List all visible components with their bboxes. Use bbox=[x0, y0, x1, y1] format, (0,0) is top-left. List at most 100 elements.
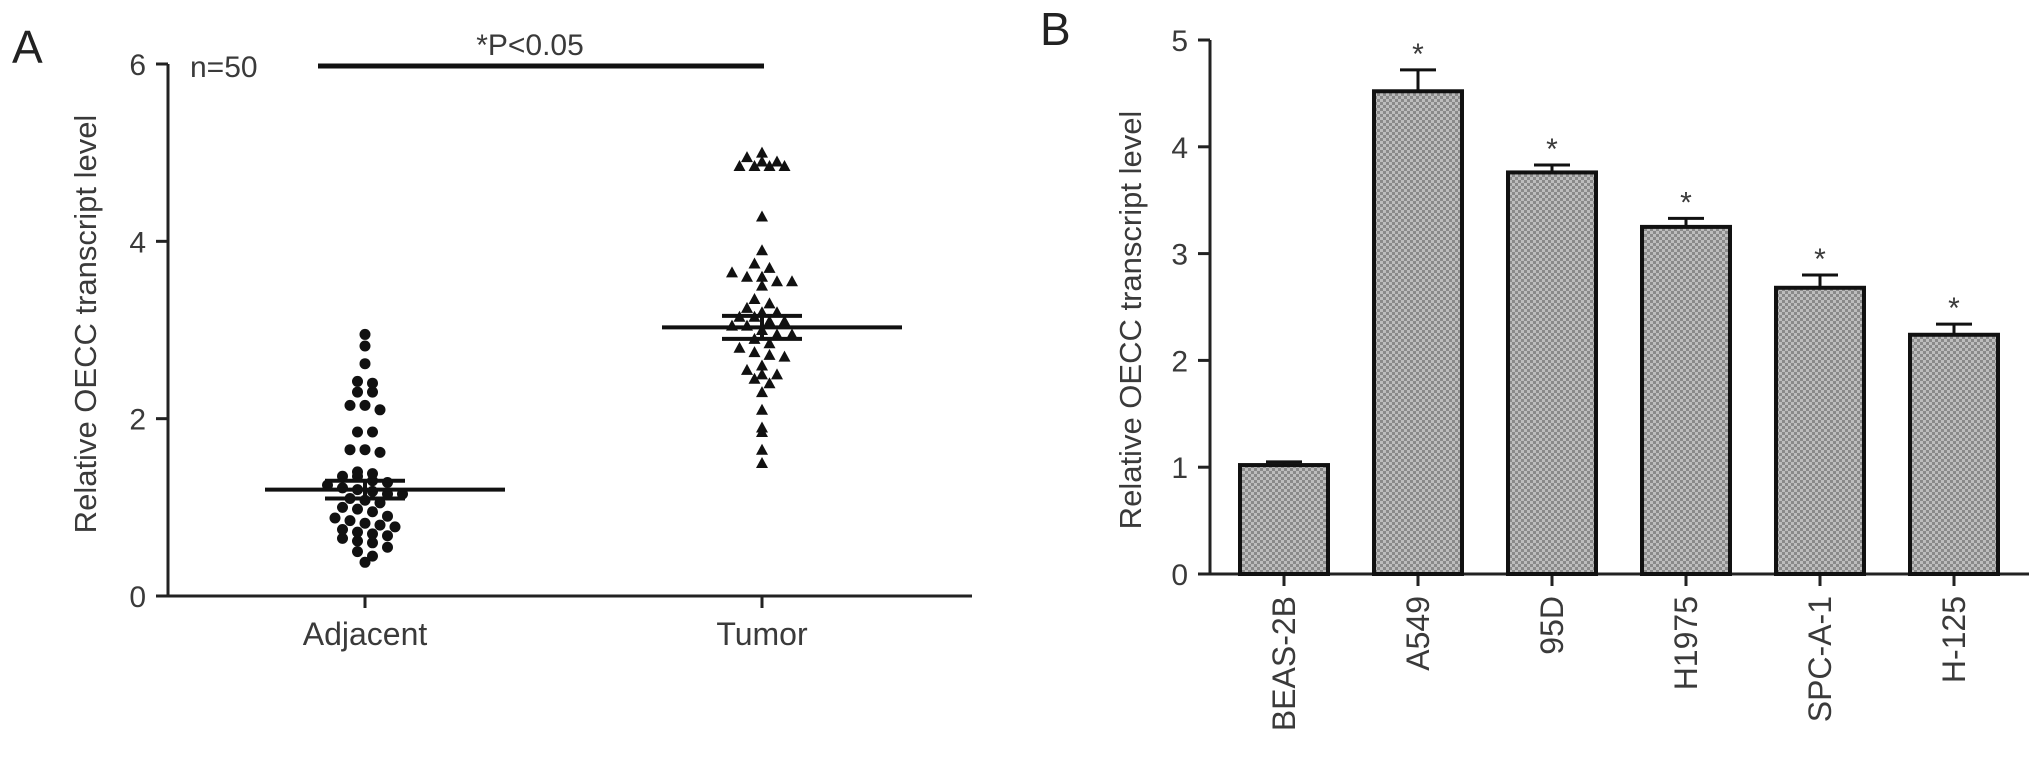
data-point bbox=[367, 550, 378, 562]
data-point bbox=[359, 517, 371, 529]
data-point bbox=[359, 340, 371, 352]
x-category-label: BEAS-2B bbox=[1266, 596, 1302, 731]
data-point bbox=[344, 399, 356, 411]
data-point bbox=[763, 159, 776, 171]
data-point bbox=[367, 537, 378, 549]
data-point bbox=[763, 337, 776, 349]
data-point bbox=[352, 535, 363, 547]
data-point bbox=[771, 368, 783, 380]
data-point bbox=[733, 341, 746, 353]
data-point bbox=[748, 372, 761, 384]
bar bbox=[1238, 463, 1330, 576]
y-tick-label: 4 bbox=[1171, 132, 1188, 165]
data-point bbox=[763, 297, 776, 309]
x-category-label: H-125 bbox=[1936, 596, 1972, 683]
y-tick-label: 5 bbox=[1171, 25, 1188, 58]
data-point bbox=[756, 146, 768, 158]
x-category-label: SPC-A-1 bbox=[1802, 596, 1838, 722]
x-category-label: 95D bbox=[1534, 596, 1570, 655]
data-point bbox=[374, 404, 386, 416]
data-point bbox=[756, 403, 768, 415]
data-point bbox=[733, 159, 746, 171]
data-point bbox=[352, 426, 363, 438]
data-point bbox=[771, 328, 783, 340]
data-point bbox=[352, 526, 363, 538]
data-point bbox=[374, 519, 386, 531]
data-point bbox=[367, 528, 378, 540]
panel-b-bar-chart: B Relative OECC transcript level 0 1 2 3 4 5 B… bbox=[1040, 3, 2029, 731]
y-tick-label: 4 bbox=[129, 226, 146, 259]
data-point bbox=[741, 363, 753, 375]
data-point bbox=[748, 346, 761, 358]
data-point bbox=[359, 556, 371, 568]
y-tick-label: 0 bbox=[1171, 559, 1188, 592]
data-point bbox=[367, 468, 378, 480]
x-category-label: Adjacent bbox=[303, 616, 428, 652]
data-point bbox=[352, 503, 363, 515]
data-point bbox=[786, 328, 798, 340]
data-point bbox=[352, 546, 363, 558]
data-point bbox=[337, 532, 348, 544]
data-point bbox=[756, 457, 768, 468]
data-point bbox=[756, 443, 768, 455]
data-point bbox=[374, 446, 386, 458]
y-tick-label: 3 bbox=[1171, 239, 1188, 272]
data-point bbox=[367, 386, 378, 398]
data-point bbox=[741, 151, 753, 163]
data-point bbox=[748, 257, 761, 269]
data-point bbox=[778, 350, 791, 362]
data-point bbox=[756, 359, 768, 371]
significance-asterisk: * bbox=[1412, 38, 1424, 71]
y-tick-label: 1 bbox=[1171, 452, 1188, 485]
data-point bbox=[352, 375, 363, 387]
bar bbox=[1506, 170, 1598, 576]
sample-size-label: n=50 bbox=[190, 51, 258, 84]
data-point bbox=[771, 155, 783, 167]
data-point bbox=[329, 512, 341, 524]
data-point bbox=[756, 279, 768, 291]
bar bbox=[1774, 285, 1866, 576]
x-category-label: A549 bbox=[1400, 596, 1436, 671]
data-point bbox=[367, 506, 378, 518]
data-point bbox=[756, 244, 768, 256]
y-tick-label: 2 bbox=[129, 404, 146, 437]
y-tick-label: 6 bbox=[129, 49, 146, 82]
data-point bbox=[367, 426, 378, 438]
data-point bbox=[359, 399, 371, 411]
data-point bbox=[778, 315, 791, 327]
data-point bbox=[756, 421, 768, 433]
data-point bbox=[337, 524, 348, 535]
data-point bbox=[763, 348, 776, 360]
data-point bbox=[756, 386, 768, 398]
data-point bbox=[726, 266, 738, 278]
panel-b-y-axis-title: Relative OECC transcript level bbox=[1113, 111, 1148, 530]
panel-a-label: A bbox=[12, 21, 43, 73]
data-point bbox=[748, 292, 761, 304]
data-point bbox=[786, 275, 798, 287]
data-point bbox=[344, 444, 356, 456]
data-point bbox=[741, 301, 753, 313]
significance-asterisk: * bbox=[1948, 292, 1960, 325]
data-point bbox=[382, 541, 393, 553]
data-point bbox=[359, 358, 371, 370]
data-point bbox=[756, 270, 768, 282]
data-point bbox=[352, 466, 363, 478]
data-point bbox=[756, 155, 768, 167]
data-point bbox=[763, 377, 776, 389]
significance-label: *P<0.05 bbox=[476, 29, 584, 62]
data-point bbox=[389, 521, 401, 533]
data-point bbox=[748, 159, 761, 171]
data-point bbox=[352, 386, 363, 398]
significance-asterisk: * bbox=[1814, 243, 1826, 276]
data-point bbox=[367, 377, 378, 389]
data-point bbox=[763, 315, 776, 327]
bar bbox=[1908, 332, 2000, 576]
data-point bbox=[359, 444, 371, 456]
y-tick-label: 2 bbox=[1171, 345, 1188, 378]
data-point bbox=[756, 210, 768, 222]
data-point bbox=[778, 159, 791, 171]
significance-asterisk: * bbox=[1546, 133, 1558, 166]
x-category-label: Tumor bbox=[716, 616, 808, 652]
data-point bbox=[756, 368, 768, 380]
